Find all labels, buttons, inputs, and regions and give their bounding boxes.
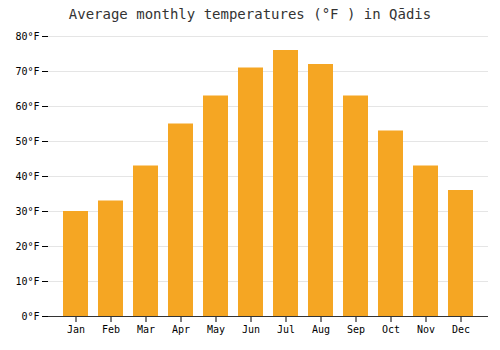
svg-text:80°F: 80°F <box>15 31 39 42</box>
svg-text:Apr: Apr <box>172 324 190 335</box>
svg-text:Jul: Jul <box>277 324 295 335</box>
svg-text:Jun: Jun <box>242 324 260 335</box>
svg-text:May: May <box>207 324 225 335</box>
svg-text:Aug: Aug <box>312 324 330 335</box>
svg-text:20°F: 20°F <box>15 241 39 252</box>
svg-text:30°F: 30°F <box>15 206 39 217</box>
svg-text:Nov: Nov <box>417 324 435 335</box>
svg-text:10°F: 10°F <box>15 276 39 287</box>
svg-text:50°F: 50°F <box>15 136 39 147</box>
svg-text:Dec: Dec <box>452 324 470 335</box>
svg-text:Sep: Sep <box>347 324 365 335</box>
svg-text:Jan: Jan <box>67 324 85 335</box>
html-text:Average monthly temperatures (: Average monthly temperatures (°F ) in Qā… <box>68 6 432 22</box>
svg-text:Mar: Mar <box>137 324 155 335</box>
svg-text:Feb: Feb <box>102 324 120 335</box>
svg-text:Oct: Oct <box>382 324 400 335</box>
svg-text:60°F: 60°F <box>15 101 39 112</box>
svg-text:40°F: 40°F <box>15 171 39 182</box>
svg-text:0°F: 0°F <box>21 311 39 322</box>
svg-text:70°F: 70°F <box>15 66 39 77</box>
